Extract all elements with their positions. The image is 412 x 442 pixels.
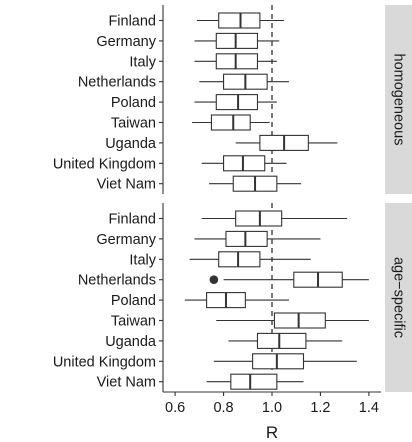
box-iqr [256,332,307,349]
x-tick-label: 0.6 [165,400,185,416]
box-iqr [210,114,251,131]
box-iqr [218,12,261,29]
box-iqr [223,155,266,172]
box-poland: Poland [111,292,289,309]
y-tick-label-viet-nam: Viet Nam [97,177,156,193]
box-italy: Italy [129,53,277,70]
strip-label-age-specific: age−specific [391,257,407,338]
box-italy: Italy [129,251,311,268]
box-iqr [235,210,283,227]
box-netherlands: Netherlands [78,73,289,91]
box-iqr [225,230,268,247]
y-tick-label-united-kingdom: United Kingdom [53,354,156,370]
box-iqr [252,353,305,370]
box-uganda: Uganda [105,332,343,350]
y-tick-label-germany: Germany [96,232,156,248]
x-tick-label: 1.4 [359,400,379,416]
y-tick-label-taiwan: Taiwan [111,116,156,132]
x-tick-label: 1.2 [310,400,330,416]
x-tick-label: 0.8 [213,400,233,416]
box-united-kingdom: United Kingdom [53,353,357,370]
box-iqr [273,312,326,329]
box-iqr [230,373,278,390]
y-tick-label-netherlands: Netherlands [78,75,156,91]
y-tick-label-viet-nam: Viet Nam [97,375,156,391]
y-tick-label-finland: Finland [108,212,156,228]
x-axis-title: R [266,423,278,442]
outlier-point [209,275,219,285]
box-iqr [218,251,261,268]
panel-age-specific: Finland Germany Italy Netherlands Poland Taiw… [53,203,412,392]
box-taiwan: Taiwan [111,114,270,132]
box-iqr [215,94,259,111]
y-tick-label-uganda: Uganda [105,334,157,350]
box-finland: Finland [108,12,285,30]
box-finland: Finland [108,210,348,228]
y-tick-label-italy: Italy [129,252,156,268]
y-tick-label-uganda: Uganda [105,136,157,152]
y-tick-label-germany: Germany [96,34,156,50]
strip-background [385,203,412,392]
x-tick-label: 1.0 [262,400,282,416]
box-iqr [215,53,259,70]
box-netherlands: Netherlands [78,271,369,289]
panel-homogeneous: Finland Germany Italy Netherlands Poland Taiw… [53,5,412,194]
box-uganda: Uganda [105,134,338,152]
y-tick-label-finland: Finland [108,14,156,30]
y-tick-label-taiwan: Taiwan [111,314,156,330]
y-tick-label-poland: Poland [111,293,156,309]
box-iqr [215,32,259,49]
box-germany: Germany [96,230,321,248]
y-tick-label-netherlands: Netherlands [78,273,156,289]
strip-background [385,5,412,194]
box-poland: Poland [111,94,277,111]
strip-label-homogeneous: homogeneous [391,54,407,146]
y-tick-label-italy: Italy [129,54,156,70]
box-germany: Germany [96,32,280,50]
x-axis: 0.6 0.8 1.0 1.2 1.4 R [163,391,381,442]
box-viet-nam: Viet Nam [97,175,302,193]
box-taiwan: Taiwan [111,312,369,330]
y-tick-label-united-kingdom: United Kingdom [53,156,156,172]
box-united-kingdom: United Kingdom [53,155,287,172]
y-tick-label-poland: Poland [111,95,156,111]
box-viet-nam: Viet Nam [97,373,304,391]
